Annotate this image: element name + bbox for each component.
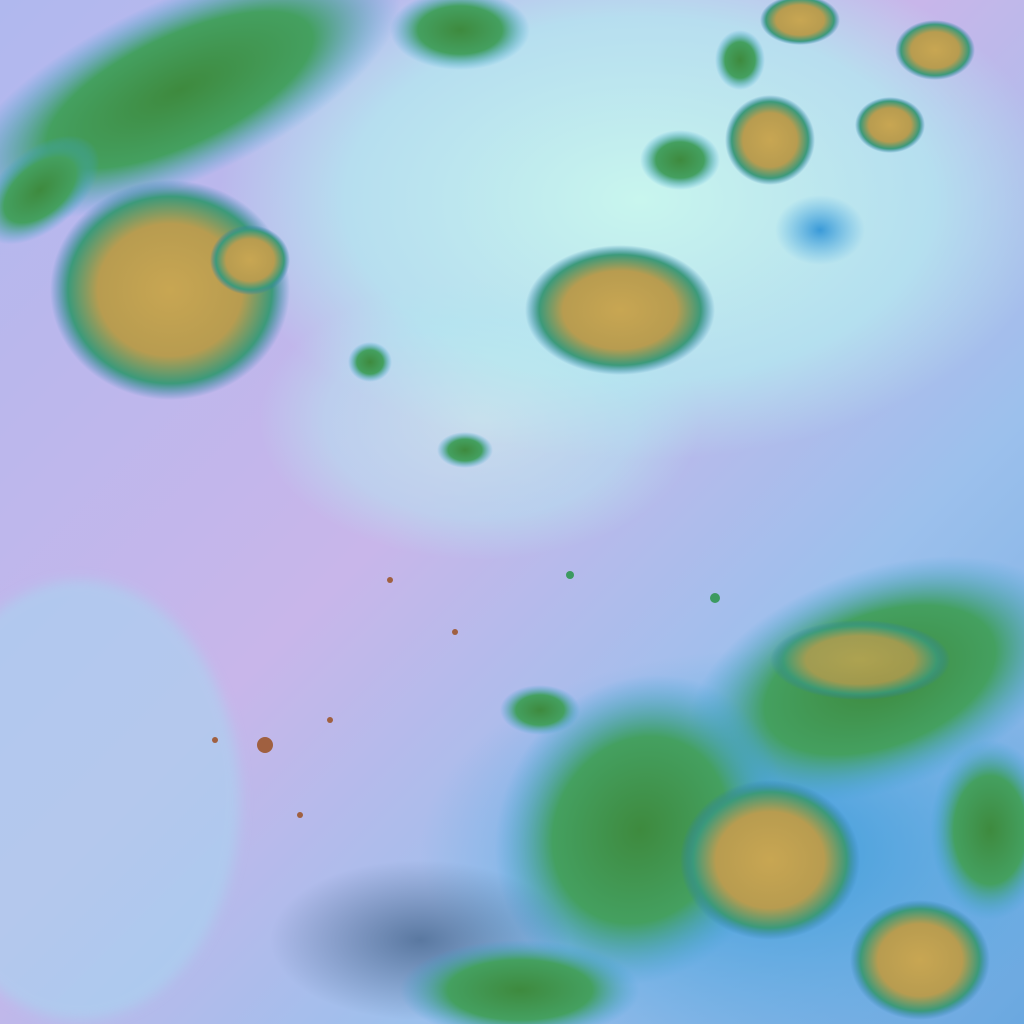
southern-cloud-mass: [270, 556, 1024, 1024]
convective-cells-northeast: [390, 0, 975, 265]
top-left-cloud-band: [0, 0, 401, 245]
convective-cell-west: [50, 180, 290, 400]
convective-cell-center: [348, 245, 715, 468]
scattered-small-cells: [212, 571, 720, 818]
